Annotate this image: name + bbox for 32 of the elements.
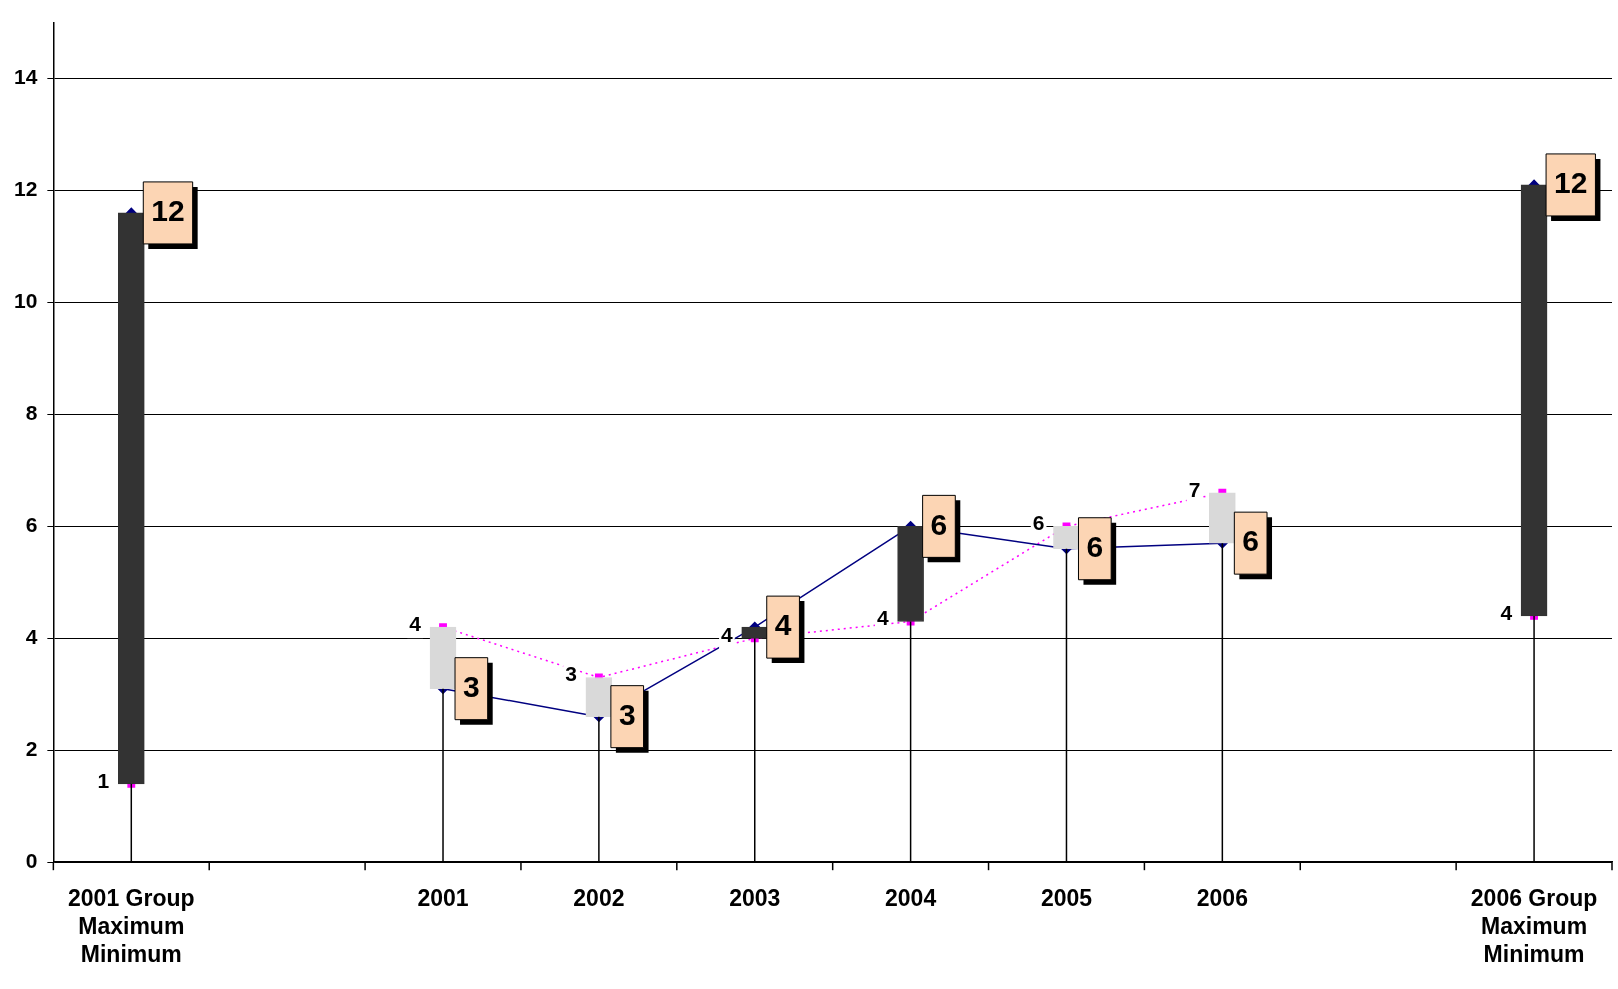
x-tick-label: 2006 Group Maximum Minimum <box>1470 885 1598 967</box>
x-tick-label: 2001 <box>417 885 469 912</box>
x-tick-label: 2006 <box>1196 885 1248 912</box>
y-tick-label: 8 <box>25 401 38 425</box>
x-tick-label: 2003 <box>729 885 781 912</box>
y-tick-label: 2 <box>25 737 38 761</box>
x-tick-label: 2005 <box>1040 885 1093 912</box>
data-label: 12 <box>151 194 185 228</box>
data-label: 4 <box>1500 600 1513 624</box>
x-tick-label: 2001 Group Maximum Minimum <box>68 885 195 967</box>
x-tick-label: 2002 <box>573 885 625 912</box>
data-label: 12 <box>1554 166 1588 200</box>
y-tick-label: 0 <box>25 849 38 872</box>
data-label: 4 <box>876 606 889 630</box>
data-label: 4 <box>721 623 734 647</box>
y-tick-label: 4 <box>25 625 38 649</box>
data-label: 1 <box>97 768 110 792</box>
y-tick-label: 6 <box>25 513 38 537</box>
data-label: 6 <box>1242 524 1260 558</box>
data-label: 6 <box>1086 530 1104 564</box>
data-label: 4 <box>774 608 792 642</box>
data-label: 6 <box>930 507 948 541</box>
data-label: 3 <box>463 669 480 703</box>
data-label: 7 <box>1188 477 1201 501</box>
y-tick-label: 12 <box>14 177 38 201</box>
y-tick-label: 14 <box>14 65 38 89</box>
x-tick-label: 2004 <box>885 885 937 912</box>
y-tick-label: 10 <box>14 289 38 313</box>
data-label: 3 <box>618 697 636 731</box>
data-label: 3 <box>565 662 577 686</box>
data-label: 6 <box>1032 511 1045 535</box>
data-label: 4 <box>409 611 422 635</box>
